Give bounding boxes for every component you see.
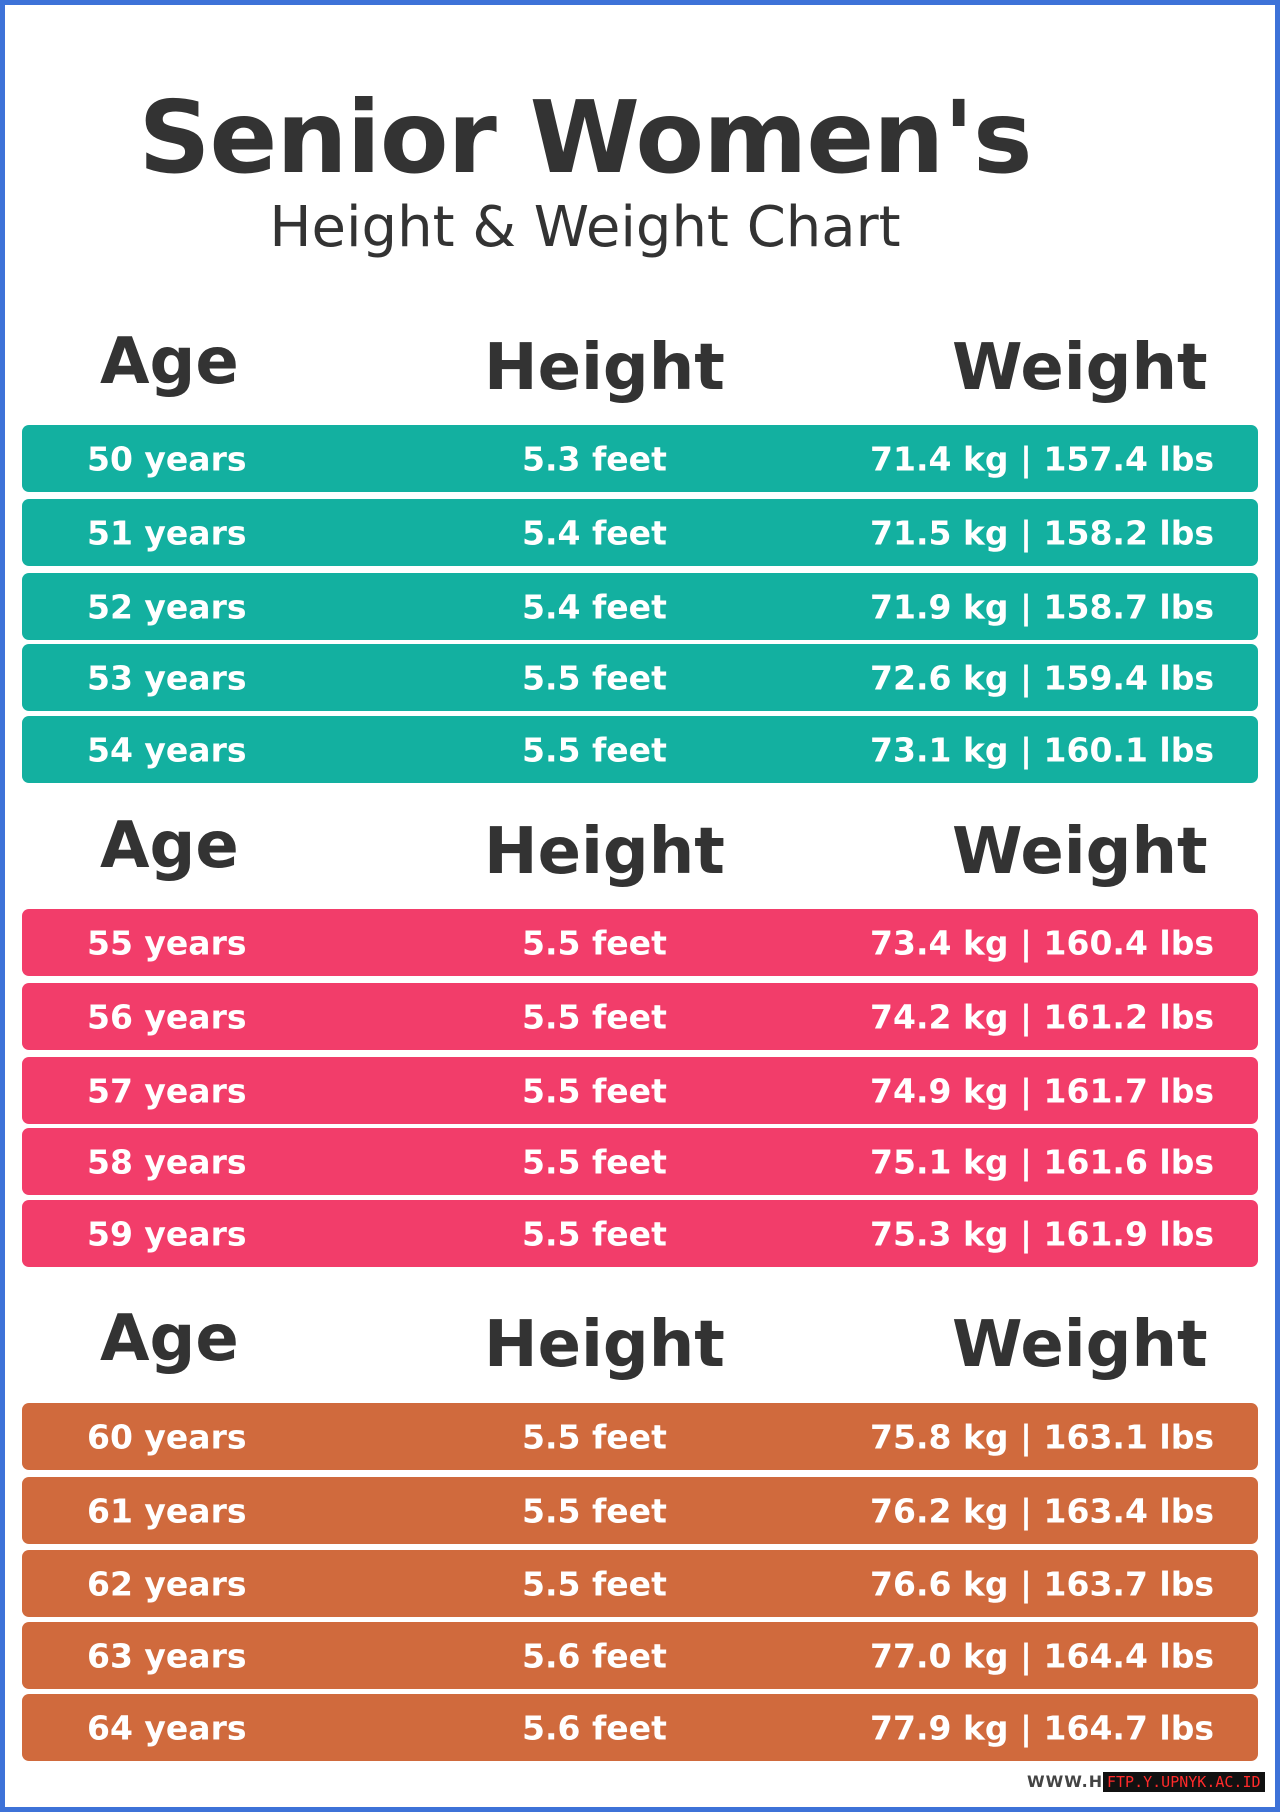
table-row: 54 years 5.5 feet 73.1 kg | 160.1 lbs [22,716,1258,783]
header-weight: Weight [952,331,1208,405]
height-cell: 5.5 feet [522,923,667,962]
header-height: Height [484,331,725,405]
age-cell: 64 years [87,1708,247,1747]
height-cell: 5.4 feet [522,587,667,626]
weight-cell: 77.9 kg | 164.7 lbs [870,1708,1214,1747]
height-cell: 5.5 feet [522,658,667,697]
header-age: Age [100,809,239,883]
weight-cell: 77.0 kg | 164.4 lbs [870,1636,1214,1675]
weight-cell: 76.2 kg | 163.4 lbs [870,1491,1214,1530]
table-row: 55 years 5.5 feet 73.4 kg | 160.4 lbs [22,909,1258,976]
age-cell: 51 years [87,513,247,552]
page-subtitle: Height & Weight Chart [269,195,901,260]
header-height: Height [484,1308,725,1382]
table-row: 63 years 5.6 feet 77.0 kg | 164.4 lbs [22,1622,1258,1689]
weight-cell: 74.2 kg | 161.2 lbs [870,997,1214,1036]
table-row: 64 years 5.6 feet 77.9 kg | 164.7 lbs [22,1694,1258,1761]
table-row: 60 years 5.5 feet 75.8 kg | 163.1 lbs [22,1403,1258,1470]
age-cell: 56 years [87,997,247,1036]
weight-cell: 71.5 kg | 158.2 lbs [870,513,1214,552]
weight-cell: 71.4 kg | 157.4 lbs [870,439,1214,478]
table-row: 53 years 5.5 feet 72.6 kg | 159.4 lbs [22,644,1258,711]
height-cell: 5.5 feet [522,1564,667,1603]
header-age: Age [100,1302,239,1376]
column-headers: Age Height Weight [0,330,1280,410]
table-row: 57 years 5.5 feet 74.9 kg | 161.7 lbs [22,1057,1258,1124]
weight-cell: 74.9 kg | 161.7 lbs [870,1071,1214,1110]
footer-site-url: WWW.H [1027,1772,1104,1791]
age-cell: 62 years [87,1564,247,1603]
height-cell: 5.5 feet [522,1142,667,1181]
height-cell: 5.4 feet [522,513,667,552]
height-cell: 5.5 feet [522,730,667,769]
age-cell: 53 years [87,658,247,697]
height-cell: 5.5 feet [522,997,667,1036]
weight-cell: 72.6 kg | 159.4 lbs [870,658,1214,697]
table-row: 51 years 5.4 feet 71.5 kg | 158.2 lbs [22,499,1258,566]
age-cell: 63 years [87,1636,247,1675]
height-cell: 5.6 feet [522,1708,667,1747]
weight-cell: 71.9 kg | 158.7 lbs [870,587,1214,626]
weight-cell: 75.1 kg | 161.6 lbs [870,1142,1214,1181]
table-row: 62 years 5.5 feet 76.6 kg | 163.7 lbs [22,1550,1258,1617]
age-cell: 55 years [87,923,247,962]
header-age: Age [100,325,239,399]
age-cell: 52 years [87,587,247,626]
height-cell: 5.6 feet [522,1636,667,1675]
age-cell: 50 years [87,439,247,478]
column-headers: Age Height Weight [0,814,1280,894]
age-cell: 59 years [87,1214,247,1253]
age-cell: 61 years [87,1491,247,1530]
age-cell: 57 years [87,1071,247,1110]
weight-cell: 73.1 kg | 160.1 lbs [870,730,1214,769]
header-weight: Weight [952,1308,1208,1382]
column-headers: Age Height Weight [0,1307,1280,1387]
table-row: 56 years 5.5 feet 74.2 kg | 161.2 lbs [22,983,1258,1050]
page-title: Senior Women's [138,79,1033,196]
height-cell: 5.5 feet [522,1491,667,1530]
table-row: 58 years 5.5 feet 75.1 kg | 161.6 lbs [22,1128,1258,1195]
weight-cell: 75.3 kg | 161.9 lbs [870,1214,1214,1253]
header-weight: Weight [952,815,1208,889]
height-cell: 5.3 feet [522,439,667,478]
table-row: 52 years 5.4 feet 71.9 kg | 158.7 lbs [22,573,1258,640]
watermark-label: FTP.Y.UPNYK.AC.ID [1103,1772,1265,1792]
header-height: Height [484,815,725,889]
age-cell: 58 years [87,1142,247,1181]
height-cell: 5.5 feet [522,1417,667,1456]
table-row: 61 years 5.5 feet 76.2 kg | 163.4 lbs [22,1477,1258,1544]
height-cell: 5.5 feet [522,1214,667,1253]
weight-cell: 73.4 kg | 160.4 lbs [870,923,1214,962]
height-cell: 5.5 feet [522,1071,667,1110]
age-cell: 60 years [87,1417,247,1456]
weight-cell: 76.6 kg | 163.7 lbs [870,1564,1214,1603]
table-row: 50 years 5.3 feet 71.4 kg | 157.4 lbs [22,425,1258,492]
weight-cell: 75.8 kg | 163.1 lbs [870,1417,1214,1456]
table-row: 59 years 5.5 feet 75.3 kg | 161.9 lbs [22,1200,1258,1267]
age-cell: 54 years [87,730,247,769]
